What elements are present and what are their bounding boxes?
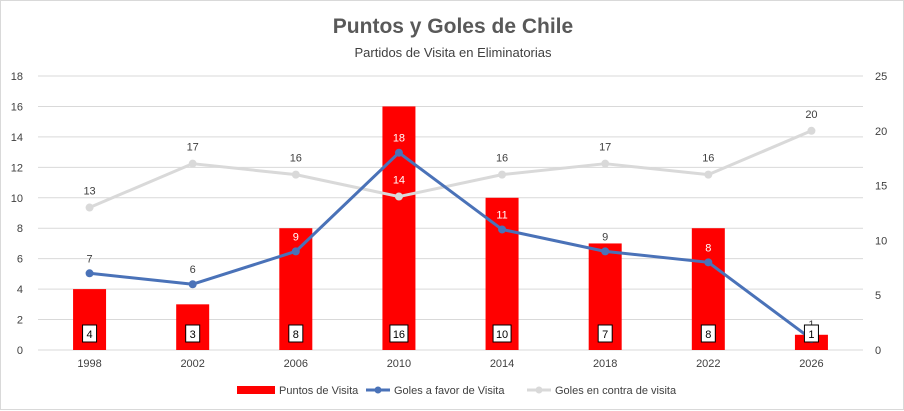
chart-subtitle: Partidos de Visita en Eliminatorias	[354, 45, 552, 60]
label-goles-contra: 16	[290, 153, 302, 165]
right-tick-label: 15	[875, 181, 887, 193]
point-goles-favor-2018	[601, 247, 610, 256]
bars-series	[73, 106, 828, 350]
point-goles-favor-2006	[291, 247, 300, 256]
label-goles-contra: 16	[702, 153, 714, 165]
left-axis: 0 2 4 6 8 10 12 14 16 18	[11, 71, 23, 357]
left-tick-label: 2	[17, 315, 23, 327]
point-goles-contra-2010	[394, 192, 403, 201]
left-tick-label: 0	[17, 345, 23, 357]
label-goles-contra: 13	[83, 186, 95, 198]
x-tick-label: 2006	[284, 358, 308, 370]
bar-label-box	[492, 324, 512, 343]
label-puntos: 7	[602, 329, 608, 341]
label-goles-contra: 17	[187, 142, 199, 154]
label-goles-contra: 16	[496, 153, 508, 165]
line-goles-contra	[88, 129, 813, 210]
label-goles-contra: 17	[599, 142, 611, 154]
legend-swatch-marker	[535, 386, 543, 394]
point-goles-favor-2014	[498, 225, 507, 234]
left-tick-label: 4	[17, 284, 23, 296]
label-puntos: 4	[87, 329, 93, 341]
point-goles-favor-1998	[85, 269, 94, 278]
label-goles-favor: 8	[705, 242, 711, 254]
bar-label-box	[288, 324, 304, 343]
point-goles-contra-2026	[807, 126, 816, 135]
left-tick-label: 16	[11, 101, 23, 113]
data-labels: 131716141617162076918119814381610781	[82, 109, 819, 343]
point-goles-contra-2022	[704, 170, 713, 179]
right-axis: 0 5 10 15 20 25	[875, 71, 887, 357]
label-puntos: 10	[496, 329, 508, 341]
chart-title: Puntos y Goles de Chile	[333, 15, 573, 38]
bar-puntos-2010	[382, 106, 416, 350]
x-tick-label: 1998	[77, 358, 101, 370]
label-puntos: 16	[393, 329, 405, 341]
line-goles-favor	[88, 151, 813, 341]
label-goles-contra: 14	[393, 175, 405, 187]
label-puntos: 1	[808, 329, 814, 341]
x-tick-label: 2010	[387, 358, 411, 370]
bar-label-box	[597, 324, 613, 343]
label-goles-favor: 7	[87, 253, 93, 265]
bar-label-box	[185, 324, 201, 343]
label-goles-favor: 9	[293, 231, 299, 243]
x-tick-label: 2018	[593, 358, 617, 370]
left-tick-label: 14	[11, 132, 23, 144]
point-goles-contra-2006	[291, 170, 300, 179]
point-goles-favor-2022	[704, 258, 713, 267]
legend: Puntos de Visita Goles a favor de Visita G…	[237, 385, 677, 397]
label-goles-contra: 20	[805, 109, 817, 121]
label-puntos: 8	[705, 329, 711, 341]
left-tick-label: 18	[11, 71, 23, 83]
point-goles-contra-1998	[85, 203, 94, 212]
x-tick-label: 2014	[490, 358, 514, 370]
point-goles-contra-2014	[498, 170, 507, 179]
right-tick-label: 5	[875, 290, 881, 302]
point-goles-contra-2018	[601, 159, 610, 168]
left-tick-label: 10	[11, 193, 23, 205]
legend-swatch-bar	[237, 386, 275, 394]
right-tick-label: 25	[875, 71, 887, 83]
legend-label: Puntos de Visita	[279, 385, 359, 397]
bar-label-box	[389, 324, 409, 343]
point-goles-contra-2002	[188, 159, 197, 168]
left-tick-label: 8	[17, 223, 23, 235]
point-goles-favor-2010	[394, 148, 403, 157]
bar-label-box	[700, 324, 716, 343]
gridlines	[38, 75, 863, 351]
left-tick-label: 6	[17, 254, 23, 266]
x-tick-label: 2002	[180, 358, 204, 370]
label-goles-favor: 11	[496, 209, 507, 221]
bar-label-box	[82, 324, 98, 343]
right-tick-label: 20	[875, 126, 887, 138]
label-goles-favor: 18	[393, 133, 405, 145]
right-tick-label: 10	[875, 235, 887, 247]
bar-label-box	[803, 324, 819, 343]
point-goles-favor-2002	[188, 280, 197, 289]
x-axis: 1998 2002 2006 2010 2014 2018 2022 2026	[77, 358, 823, 370]
label-puntos: 8	[293, 329, 299, 341]
left-tick-label: 12	[11, 162, 23, 174]
right-tick-label: 0	[875, 345, 881, 357]
legend-label: Goles a favor de Visita	[394, 385, 505, 397]
x-tick-label: 2022	[696, 358, 720, 370]
label-goles-favor: 9	[602, 231, 608, 243]
legend-swatch-marker	[374, 386, 382, 394]
label-puntos: 3	[190, 329, 196, 341]
legend-label: Goles en contra de visita	[555, 385, 677, 397]
label-goles-favor: 6	[190, 264, 196, 276]
x-tick-label: 2026	[799, 358, 823, 370]
